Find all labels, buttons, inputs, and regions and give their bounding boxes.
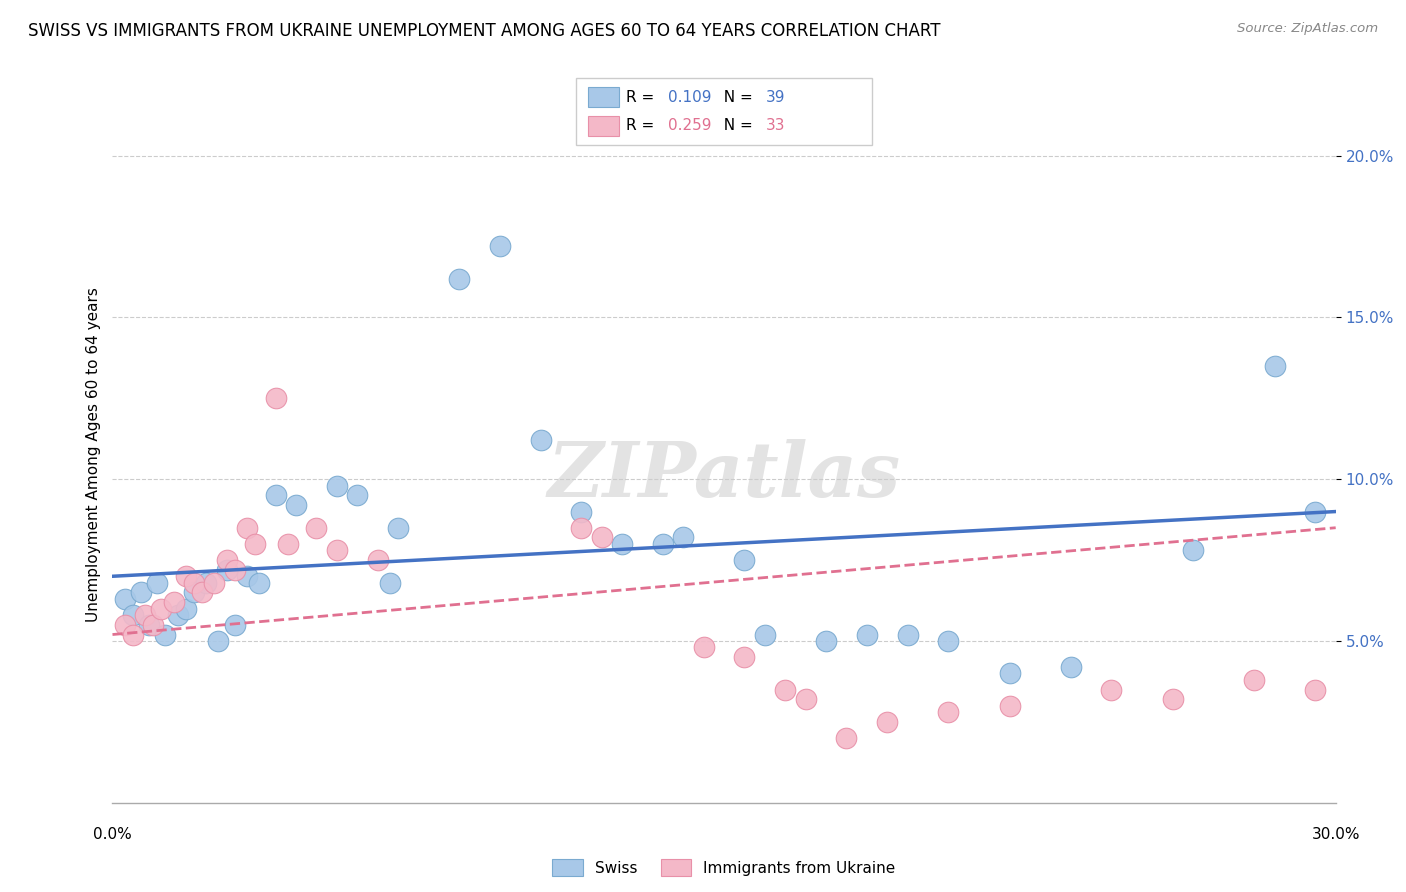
Point [876,714,898,729]
Point [183,585,205,599]
Point [166,608,188,623]
Point [387,521,409,535]
Point [1243,673,1265,687]
Point [247,575,270,590]
Point [138,617,160,632]
Text: 0.259: 0.259 [668,119,711,133]
Point [1264,359,1286,373]
Point [183,575,205,590]
Point [1161,692,1184,706]
Point [936,634,959,648]
Point [224,563,246,577]
Point [754,627,776,641]
Point [236,521,259,535]
Point [326,478,349,492]
Point [591,531,613,545]
Point [652,537,675,551]
Text: 0.0%: 0.0% [93,827,132,841]
Point [191,585,214,599]
Text: Source: ZipAtlas.com: Source: ZipAtlas.com [1237,22,1378,36]
Point [207,634,229,648]
Text: R =: R = [626,119,659,133]
Point [264,392,287,406]
Point [734,553,756,567]
Point [998,666,1021,681]
Point [264,488,287,502]
Point [815,634,838,648]
Point [346,488,368,502]
Point [998,698,1021,713]
Point [794,692,817,706]
Point [245,537,267,551]
Point [610,537,633,551]
Text: N =: N = [714,90,758,104]
Point [1305,504,1327,518]
Point [174,569,197,583]
Point [114,591,136,606]
Point [1060,660,1083,674]
Point [277,537,299,551]
Point [1099,682,1122,697]
Point [936,705,959,719]
Point [129,585,152,599]
Text: ZIPatlas: ZIPatlas [547,439,901,513]
Point [122,608,145,623]
Point [835,731,858,745]
Point [693,640,716,655]
Text: N =: N = [714,119,758,133]
Point [146,575,169,590]
Point [155,627,177,641]
Legend: Swiss, Immigrants from Ukraine: Swiss, Immigrants from Ukraine [543,850,905,886]
Point [489,239,512,253]
Text: 30.0%: 30.0% [1312,827,1360,841]
Text: 33: 33 [766,119,786,133]
Point [204,575,226,590]
Point [734,650,756,665]
Text: 39: 39 [766,90,786,104]
Point [1305,682,1327,697]
Y-axis label: Unemployment Among Ages 60 to 64 years: Unemployment Among Ages 60 to 64 years [86,287,101,623]
Point [366,553,388,567]
Point [122,627,145,641]
Point [1181,543,1204,558]
Point [215,563,238,577]
Point [195,575,218,590]
Point [142,617,165,632]
Text: R =: R = [626,90,659,104]
Text: SWISS VS IMMIGRANTS FROM UKRAINE UNEMPLOYMENT AMONG AGES 60 TO 64 YEARS CORRELAT: SWISS VS IMMIGRANTS FROM UKRAINE UNEMPLO… [28,22,941,40]
Point [529,434,551,448]
Point [215,553,238,567]
Point [174,601,197,615]
Point [163,595,186,609]
Point [236,569,259,583]
Point [897,627,920,641]
Point [134,608,156,623]
Point [447,271,470,285]
Point [571,521,593,535]
Point [284,498,308,512]
Point [326,543,349,558]
Point [855,627,877,641]
Point [224,617,246,632]
Point [571,504,593,518]
Point [773,682,796,697]
Text: 0.109: 0.109 [668,90,711,104]
Point [305,521,328,535]
Point [150,601,173,615]
Point [114,617,136,632]
Point [378,575,401,590]
Point [672,531,695,545]
